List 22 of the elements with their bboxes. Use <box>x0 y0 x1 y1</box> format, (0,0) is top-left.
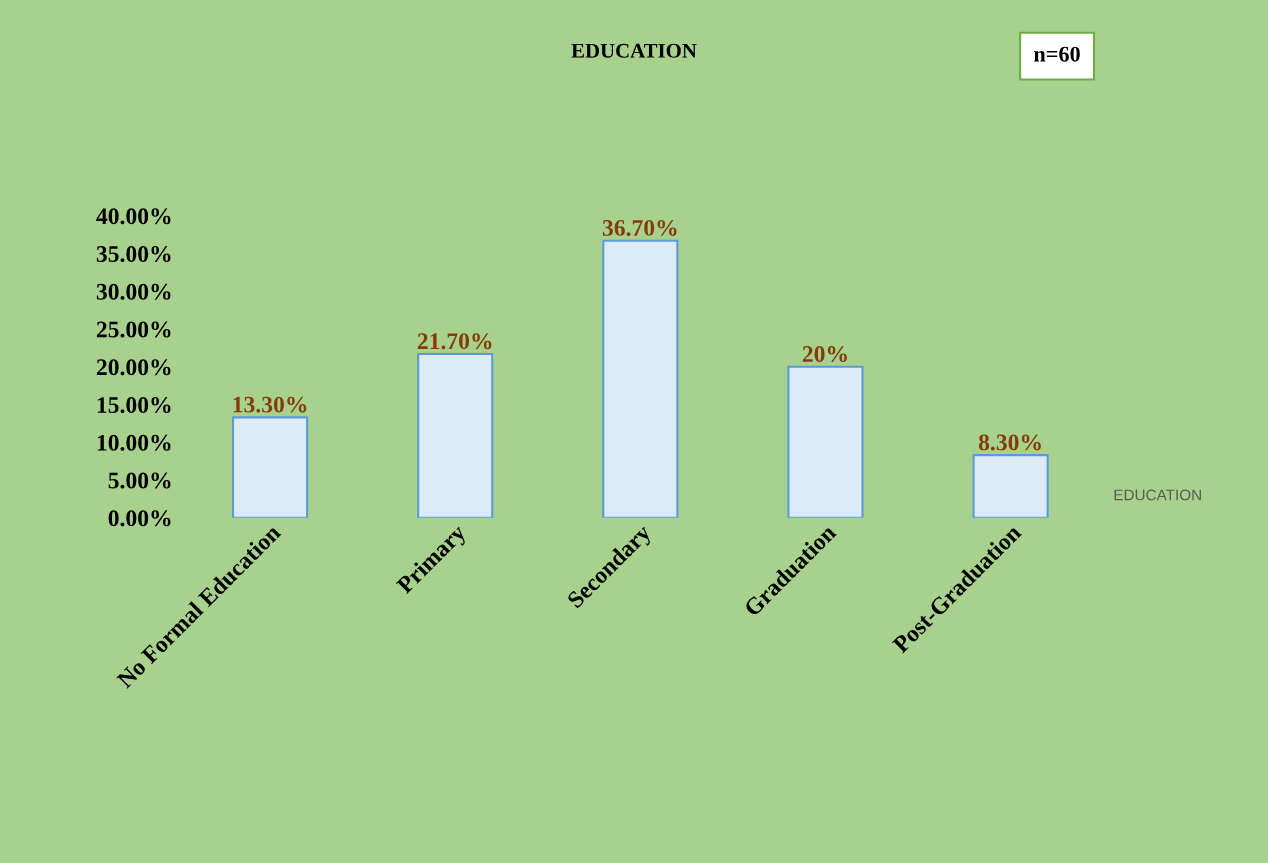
data-label: 21.70% <box>417 333 492 350</box>
y-tick-label: 20.00% <box>96 359 171 376</box>
data-label: 36.70% <box>602 219 677 236</box>
bar <box>232 416 309 518</box>
text: EDUCATION <box>1114 489 1201 501</box>
y-tick-label: 5.00% <box>108 472 171 489</box>
y-tick-label: 40.00% <box>96 208 171 225</box>
y-tick-label: 35.00% <box>96 246 171 263</box>
chart-title: EDUCATION <box>571 43 697 58</box>
y-tick-label: 15.00% <box>97 397 171 414</box>
data-label: 8.30% <box>978 434 1041 451</box>
bar <box>787 365 864 518</box>
y-tick-label: 0.00% <box>108 510 171 527</box>
bar <box>602 239 679 518</box>
data-label: 13.30% <box>233 396 307 413</box>
bar <box>972 454 1049 518</box>
y-tick-label: 30.00% <box>96 283 171 300</box>
data-label: 20% <box>802 346 847 363</box>
bar <box>417 352 494 518</box>
y-tick-label: 25.00% <box>96 321 171 338</box>
y-tick-label: 10.00% <box>97 434 171 451</box>
text: n=60 <box>1034 46 1080 62</box>
